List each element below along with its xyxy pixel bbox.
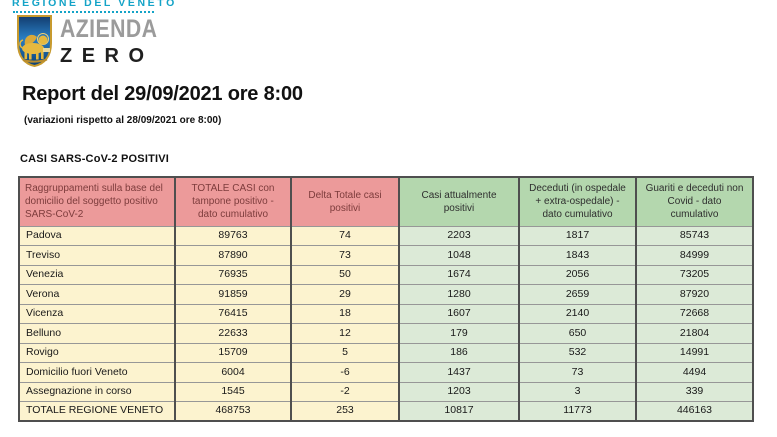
row-label-cell: Assegnazione in corso [18, 381, 176, 402]
value-cell: 11773 [518, 401, 637, 422]
row-label-cell: Venezia [18, 264, 176, 285]
table-row: Rovigo 15709 5 186 532 14991 [18, 342, 754, 363]
table-row: Padova 89763 74 2203 1817 85743 [18, 225, 754, 246]
value-cell: 1843 [518, 245, 637, 266]
value-cell: 179 [398, 323, 520, 344]
value-cell: 1203 [398, 381, 520, 402]
value-cell: 5 [290, 342, 400, 363]
value-cell: 3 [518, 381, 637, 402]
value-cell: 186 [398, 342, 520, 363]
value-cell: 22633 [174, 323, 292, 344]
value-cell: 1607 [398, 303, 520, 324]
report-title: Report del 29/09/2021 ore 8:00 [22, 83, 303, 105]
table-row: Vicenza 76415 18 1607 2140 72668 [18, 303, 754, 324]
azienda-zero-logo: REGIONE DEL VENETO [12, 0, 177, 67]
logo-dotted-divider [13, 11, 154, 13]
table-header-row: Raggruppamenti sulla base del domicilio … [18, 176, 754, 227]
row-label-cell: Vicenza [18, 303, 176, 324]
value-cell: 12 [290, 323, 400, 344]
value-cell: 468753 [174, 401, 292, 422]
table-row-total: TOTALE REGIONE VENETO 468753 253 10817 11773… [18, 401, 754, 422]
value-cell: 1545 [174, 381, 292, 402]
venetian-lion-shield-icon [17, 15, 52, 67]
value-cell: 76415 [174, 303, 292, 324]
column-header-raggruppamenti: Raggruppamenti sulla base del domicilio … [18, 176, 176, 227]
value-cell: 650 [518, 323, 637, 344]
value-cell: 1280 [398, 284, 520, 305]
row-label-cell: Treviso [18, 245, 176, 266]
org-name-azienda: AZIENDA [60, 14, 158, 43]
value-cell: 91859 [174, 284, 292, 305]
table-row: Belluno 22633 12 179 650 21804 [18, 323, 754, 344]
column-header-attualmente-positivi: Casi attualmente positivi [398, 176, 520, 227]
value-cell: 253 [290, 401, 400, 422]
row-label-cell: TOTALE REGIONE VENETO [18, 401, 176, 422]
value-cell: 2659 [518, 284, 637, 305]
value-cell: 1437 [398, 362, 520, 383]
value-cell: 89763 [174, 225, 292, 246]
value-cell: 14991 [635, 342, 754, 363]
value-cell: 6004 [174, 362, 292, 383]
report-subtitle: (variazioni rispetto al 28/09/2021 ore 8… [24, 115, 222, 126]
value-cell: 4494 [635, 362, 754, 383]
table-row: Treviso 87890 73 1048 1843 84999 [18, 245, 754, 266]
value-cell: 1817 [518, 225, 637, 246]
value-cell: 72668 [635, 303, 754, 324]
value-cell: 1674 [398, 264, 520, 285]
table-row: Assegnazione in corso 1545 -2 1203 3 339 [18, 381, 754, 402]
row-label-cell: Belluno [18, 323, 176, 344]
value-cell: 73205 [635, 264, 754, 285]
column-header-delta-totale: Delta Totale casi positivi [290, 176, 400, 227]
column-header-guariti: Guariti e deceduti non Covid - dato cumu… [635, 176, 754, 227]
value-cell: 2203 [398, 225, 520, 246]
value-cell: -2 [290, 381, 400, 402]
table-row: Verona 91859 29 1280 2659 87920 [18, 284, 754, 305]
value-cell: 85743 [635, 225, 754, 246]
row-label-cell: Rovigo [18, 342, 176, 363]
value-cell: 2056 [518, 264, 637, 285]
sars-cov2-cases-table: Raggruppamenti sulla base del domicilio … [18, 176, 754, 422]
org-name-zero: ZERO [60, 44, 154, 67]
value-cell: 2140 [518, 303, 637, 324]
table-row: Venezia 76935 50 1674 2056 73205 [18, 264, 754, 285]
value-cell: 532 [518, 342, 637, 363]
value-cell: 84999 [635, 245, 754, 266]
value-cell: -6 [290, 362, 400, 383]
row-label-cell: Verona [18, 284, 176, 305]
value-cell: 1048 [398, 245, 520, 266]
value-cell: 15709 [174, 342, 292, 363]
value-cell: 10817 [398, 401, 520, 422]
region-label: REGIONE DEL VENETO [12, 0, 177, 9]
value-cell: 18 [290, 303, 400, 324]
column-header-totale-casi: TOTALE CASI con tampone positivo -dato c… [174, 176, 292, 227]
value-cell: 87890 [174, 245, 292, 266]
row-label-cell: Padova [18, 225, 176, 246]
value-cell: 29 [290, 284, 400, 305]
row-label-cell: Domicilio fuori Veneto [18, 362, 176, 383]
table-row: Domicilio fuori Veneto 6004 -6 1437 73 4494 [18, 362, 754, 383]
value-cell: 50 [290, 264, 400, 285]
value-cell: 73 [518, 362, 637, 383]
value-cell: 73 [290, 245, 400, 266]
value-cell: 74 [290, 225, 400, 246]
value-cell: 76935 [174, 264, 292, 285]
table-body: Padova 89763 74 2203 1817 85743 Treviso 87890 73… [18, 225, 754, 422]
section-title: CASI SARS-CoV-2 POSITIVI [20, 153, 170, 165]
value-cell: 87920 [635, 284, 754, 305]
value-cell: 21804 [635, 323, 754, 344]
column-header-deceduti: Deceduti (in ospedale + extra-ospedale) … [518, 176, 637, 227]
value-cell: 446163 [635, 401, 754, 422]
value-cell: 339 [635, 381, 754, 402]
